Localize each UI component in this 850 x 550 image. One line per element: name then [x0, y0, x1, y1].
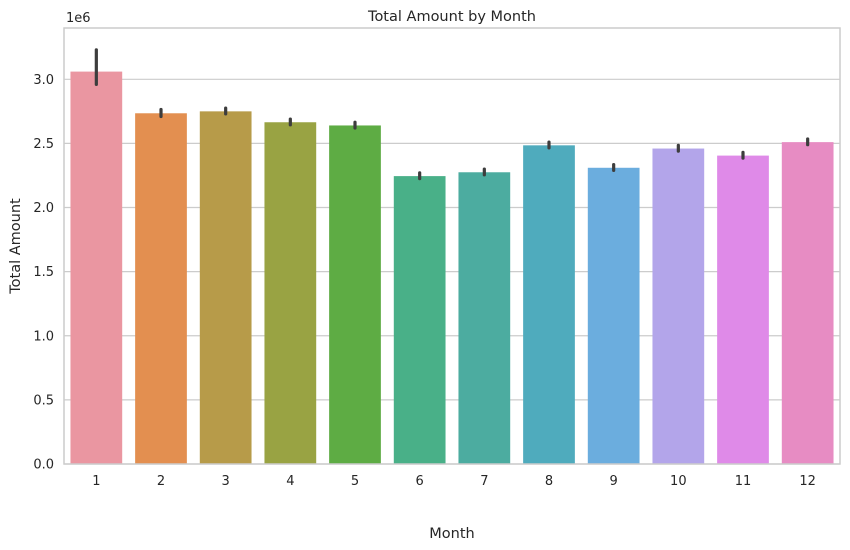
y-tick-label: 0.5: [33, 393, 54, 408]
bars: [70, 71, 834, 465]
x-tick-label: 8: [545, 474, 553, 489]
bar: [458, 172, 511, 464]
x-axis-label: Month: [429, 526, 474, 542]
x-tick-label: 4: [286, 474, 294, 489]
error-bars: [94, 48, 810, 181]
x-tick-label: 2: [157, 474, 165, 489]
y-tick-label: 2.5: [33, 137, 54, 152]
x-tick-label: 9: [610, 474, 618, 489]
y-tick-label: 1.0: [33, 329, 54, 344]
x-tick-label: 6: [416, 474, 424, 489]
bar: [717, 155, 769, 464]
x-tick-label: 3: [222, 474, 230, 489]
y-tick-label: 2.0: [33, 201, 54, 216]
plot-frame: [63, 27, 841, 465]
x-tick-label: 10: [670, 474, 687, 489]
bar: [523, 145, 575, 464]
y-axis-multiplier: 1e6: [66, 11, 91, 26]
y-tick-label: 3.0: [33, 73, 54, 88]
bar: [393, 176, 446, 465]
x-tick-labels: 1 2 3 4 5 6 7 8 9 10 11 12: [92, 474, 816, 489]
bar: [329, 125, 381, 464]
bar: [70, 71, 123, 464]
y-tick-label: 1.5: [33, 265, 54, 280]
bar: [264, 122, 317, 465]
x-tick-label: 11: [735, 474, 752, 489]
x-tick-label: 5: [351, 474, 359, 489]
bar: [652, 148, 705, 464]
y-axis-label: Total Amount: [8, 198, 24, 295]
x-tick-label: 1: [92, 474, 100, 489]
bar: [135, 113, 187, 464]
bar: [587, 167, 640, 464]
y-tick-label: 0.0: [33, 458, 54, 473]
bar: [199, 111, 252, 465]
bar: [781, 142, 834, 465]
x-tick-label: 12: [799, 474, 816, 489]
y-tick-labels: 0.0 0.5 1.0 1.5 2.0 2.5 3.0: [33, 73, 54, 473]
x-tick-label: 7: [480, 474, 488, 489]
chart-title: Total Amount by Month: [367, 9, 536, 25]
